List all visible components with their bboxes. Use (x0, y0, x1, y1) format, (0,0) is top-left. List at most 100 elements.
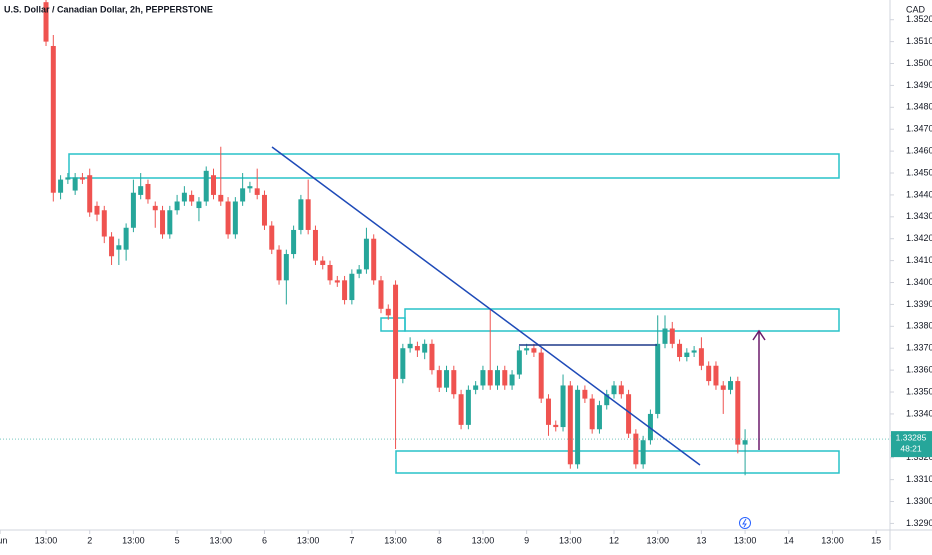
y-tick-label: 1.33500 (906, 386, 932, 396)
candle-body (371, 238, 377, 281)
y-tick-label: 1.34900 (906, 80, 932, 90)
y-tick-label: 1.34500 (906, 167, 932, 177)
candle-body (87, 175, 93, 213)
countdown: 48:21 (900, 443, 922, 453)
y-tick-label: 1.33700 (906, 343, 932, 353)
candle-body (79, 177, 85, 180)
candle-body (65, 177, 71, 180)
candle-body (713, 365, 719, 386)
candle-body (545, 398, 551, 425)
y-tick-label: 1.34400 (906, 189, 932, 199)
candle-body (225, 201, 231, 235)
candle-body (152, 205, 158, 211)
trend-line (271, 146, 701, 466)
x-tick-label: 13:00 (297, 535, 320, 545)
x-tick-label: Jun (0, 535, 7, 545)
candle-body (203, 170, 209, 202)
candle-body (575, 389, 581, 465)
last-price-label: 1.33285 (896, 432, 927, 442)
candle-body (633, 433, 639, 465)
candle-body (378, 280, 384, 309)
y-tick-label: 1.33400 (906, 408, 932, 418)
y-tick-label: 1.32900 (906, 518, 932, 528)
candle-body (218, 194, 224, 202)
drawings (271, 146, 766, 529)
plot-area (0, 0, 890, 476)
candle-body (181, 192, 187, 202)
x-tick-label: 6 (262, 535, 267, 545)
candle-body (596, 405, 602, 430)
candle-body (211, 175, 217, 195)
y-tick-label: 1.34600 (906, 145, 932, 155)
candle-body (232, 201, 238, 235)
candle-body (553, 424, 559, 428)
candle-body (43, 2, 49, 42)
y-tick-label: 1.33100 (906, 474, 932, 484)
last-price-box (891, 431, 932, 458)
candle-body (400, 348, 406, 379)
y-tick-label: 1.34100 (906, 255, 932, 265)
candle-body (414, 346, 420, 351)
candle-body (58, 179, 64, 193)
candle-body (145, 183, 151, 200)
candle-body (167, 210, 173, 235)
candle-body (407, 343, 413, 349)
candle-body (94, 205, 100, 215)
candle-body (458, 394, 464, 425)
y-tick-label: 1.33600 (906, 364, 932, 374)
candle-body (640, 440, 646, 465)
y-tick-label: 1.34300 (906, 211, 932, 221)
x-tick-label: 9 (524, 535, 529, 545)
candle-body (291, 229, 297, 255)
candle-body (334, 280, 340, 283)
candle-body (698, 348, 704, 366)
y-tick-label: 1.34700 (906, 124, 932, 134)
candle-body (473, 385, 479, 390)
x-tick-label: 5 (175, 535, 180, 545)
candle-body (261, 194, 267, 226)
x-tick-label: 13:00 (384, 535, 407, 545)
candle-body (174, 201, 180, 211)
candle-body (101, 210, 107, 237)
candle-body (444, 370, 450, 388)
candle-body (655, 343, 661, 414)
y-tick-label: 1.35200 (906, 14, 932, 24)
x-tick-label: 13 (696, 535, 706, 545)
y-tick-label: 1.33000 (906, 496, 932, 506)
candle-body (276, 249, 282, 281)
event-icon[interactable] (739, 517, 751, 529)
candle-body (728, 381, 734, 390)
candle-body (327, 265, 333, 281)
y-tick-label: 1.34000 (906, 277, 932, 287)
candle-body (305, 199, 311, 230)
candle-body (254, 188, 260, 195)
x-tick-label: 14 (784, 535, 794, 545)
candle-body (538, 352, 544, 399)
y-tick-label: 1.34800 (906, 102, 932, 112)
x-tick-label: 13:00 (646, 535, 669, 545)
x-tick-label: 15 (871, 535, 881, 545)
candle-body (160, 210, 166, 235)
x-tick-label: 13:00 (821, 535, 844, 545)
candle-body (422, 343, 428, 353)
candle-body (560, 385, 566, 428)
zone (404, 308, 840, 332)
candle-body (720, 385, 726, 390)
zone (68, 153, 840, 179)
x-tick-label: 12 (609, 535, 619, 545)
x-tick-label: 2 (87, 535, 92, 545)
candle-body (487, 370, 493, 386)
candle-body (269, 225, 275, 250)
candle-body (524, 348, 530, 351)
candle-body (604, 394, 610, 406)
candle-body (706, 365, 712, 382)
candle-body (465, 389, 471, 425)
candle-body (72, 177, 78, 191)
candle-body (684, 352, 690, 357)
x-tick-label: 13:00 (734, 535, 757, 545)
candle-body (356, 269, 362, 274)
candle-body (582, 389, 588, 399)
candle-body (531, 348, 537, 353)
x-tick-label: 13:00 (122, 535, 145, 545)
